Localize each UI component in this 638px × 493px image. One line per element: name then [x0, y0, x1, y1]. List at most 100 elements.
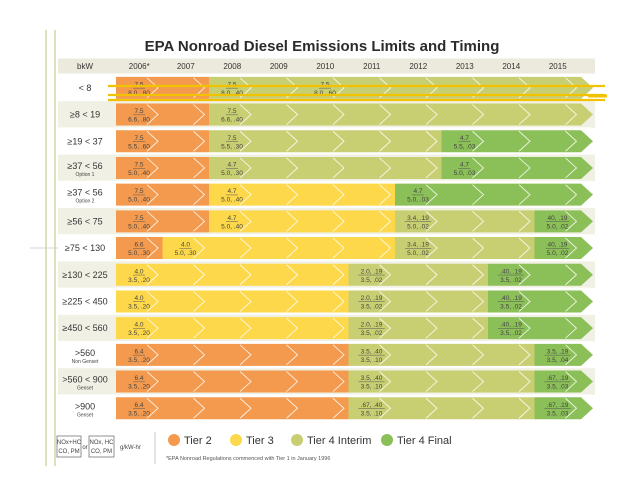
cell-value-bottom: 5.0, .02	[407, 250, 429, 257]
cell-value-top: 7.5	[134, 108, 143, 115]
tier-bar-t2	[116, 237, 163, 260]
cell-value-bottom: 6.6, .40	[221, 117, 243, 124]
chart-title: EPA Nonroad Diesel Emissions Limits and …	[145, 38, 500, 55]
chevron-mark	[518, 371, 531, 392]
year-label-2012: 2012	[409, 62, 427, 71]
chevron-mark	[425, 184, 438, 205]
chevron-mark	[146, 397, 159, 419]
chevron-mark	[425, 130, 438, 152]
chevron-mark	[472, 371, 485, 392]
cell-value-bottom: 8.0, .80	[128, 90, 150, 97]
tier-bar-t2	[116, 370, 349, 393]
cell-value-top: 40, .19	[548, 215, 568, 222]
chevron-mark	[193, 237, 206, 259]
legend-label-tier-3: Tier 3	[246, 435, 274, 447]
chevron-mark	[472, 211, 485, 232]
tier-bar-t3	[116, 317, 349, 340]
chevron-mark	[146, 371, 159, 392]
chevron-mark	[286, 371, 299, 392]
chevron-mark	[565, 157, 578, 179]
cell-value-bottom: 5.0, .03	[454, 170, 476, 177]
cell-value-top: 3.4, .19	[407, 215, 429, 222]
legend-label-tier-4-interim: Tier 4 Interim	[307, 435, 371, 447]
chevron-mark	[286, 291, 299, 312]
cell-value-bottom: 5.0, .30	[221, 170, 243, 177]
chevron-mark	[518, 184, 531, 205]
row-label: ≥37 < 56	[67, 188, 102, 198]
year-header: bkW 2006* 2007 2008 2009 2010 2011 2012 2013 2014…	[58, 58, 595, 74]
cell-value-bottom: 3.5, .20	[128, 357, 150, 364]
chevron-mark	[565, 130, 578, 152]
chevron-mark	[379, 344, 392, 366]
chevron-mark	[239, 130, 252, 152]
tier-bar-t2	[116, 103, 209, 126]
chevron-mark	[379, 264, 392, 286]
cell-value-top: 3.5, .40	[361, 375, 383, 382]
units-label: g/kW-hr	[120, 445, 141, 451]
cell-value-top: 3.5, .19	[547, 348, 569, 355]
chevron-mark	[425, 344, 438, 366]
chevron-mark	[379, 211, 392, 232]
chevron-mark	[425, 211, 438, 232]
cell-value-bottom: 5.0, .40	[128, 197, 150, 204]
row-label: ≥225 < 450	[62, 296, 107, 306]
cell-value-bottom: 3.5, .02	[500, 330, 522, 337]
chevron-mark	[332, 344, 345, 366]
chevron-mark	[239, 371, 252, 392]
cell-value-bottom: 3.5, .02	[500, 277, 522, 284]
chevron-mark	[239, 237, 252, 259]
cell-value-top: 3.4, .19	[407, 242, 429, 249]
tier-bar-t4i	[348, 343, 535, 366]
cell-value-top: .67, .19	[547, 402, 569, 409]
chevron-mark	[472, 104, 485, 125]
row-label: >560 < 900	[62, 375, 108, 385]
chevron-mark	[518, 264, 531, 286]
chevron-mark	[193, 130, 206, 152]
tier-bar-t2	[116, 397, 349, 420]
chevron-mark	[193, 291, 206, 312]
units-box-1-line-2: CO, PM	[58, 449, 79, 455]
chevron-mark	[425, 291, 438, 312]
chevron-mark	[565, 344, 578, 366]
tier-bar-t4i	[209, 156, 442, 179]
tier-bar-t4f	[441, 130, 593, 153]
chevron-mark	[425, 371, 438, 392]
chevron-mark	[518, 397, 531, 419]
cell-value-bottom: 3.5, .20	[128, 410, 150, 417]
tier-bar-t4f	[395, 183, 593, 206]
tier-bar-t3	[116, 263, 349, 286]
cell-value-bottom: 5.0, .02	[407, 223, 429, 230]
chevron-mark	[146, 184, 159, 205]
chevron-mark	[472, 157, 485, 179]
tier-bar-t4i	[348, 290, 488, 313]
chevron-mark	[286, 397, 299, 419]
chevron-mark	[146, 264, 159, 286]
cell-value-bottom: 3.5, .04	[547, 357, 569, 364]
chevron-mark	[518, 130, 531, 152]
cell-value-bottom: 5.0, .30	[175, 250, 197, 257]
cell-value-top: 4.7	[413, 188, 422, 195]
legend-swatch-tier-4-interim	[291, 434, 303, 446]
units-or: or	[82, 445, 87, 451]
chevron-mark	[193, 317, 206, 339]
cell-value-top: .67, .40	[361, 402, 383, 409]
cell-value-top: 4.7	[227, 215, 236, 222]
tier-bar-t4f	[488, 263, 593, 286]
chevron-mark	[332, 130, 345, 152]
header-row-bg	[58, 58, 595, 74]
tier-bar-t4i	[395, 210, 535, 233]
cell-value-top: 4.7	[227, 161, 236, 168]
tier-bar-t4f	[441, 156, 593, 179]
tier-bar-t2	[116, 343, 349, 366]
chevron-mark	[565, 397, 578, 419]
year-label-2008: 2008	[223, 62, 241, 71]
chevron-mark	[193, 264, 206, 286]
cell-value-top: 7.5	[134, 188, 143, 195]
chevron-mark	[239, 344, 252, 366]
chevron-mark	[565, 317, 578, 339]
table-row: < 8 7.5 8.0, .80 7.5 8.0, .40 7.5 8.0, .60	[58, 74, 595, 102]
table-row: ≥19 < 37 7.55.5, .607.55.5, .304.75.5, .0…	[58, 127, 595, 156]
chevron-mark	[193, 104, 206, 125]
